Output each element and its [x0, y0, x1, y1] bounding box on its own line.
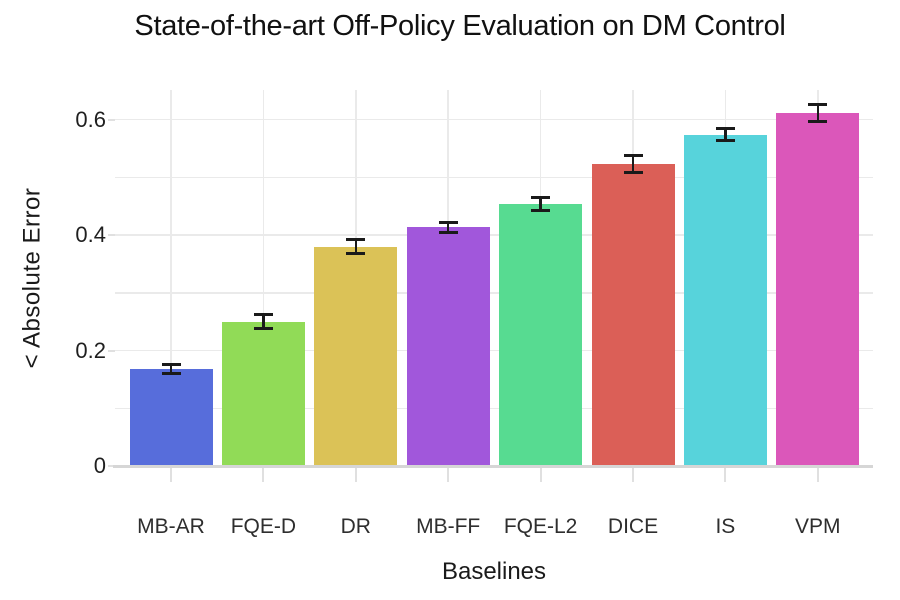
error-bar-cap-top-VPM: [808, 102, 828, 106]
x-tick: [724, 468, 727, 482]
y-tick: [108, 118, 115, 121]
error-bar-cap-top-MB-AR: [161, 362, 181, 366]
x-tick: [632, 468, 634, 482]
x-tick: [816, 468, 819, 482]
x-tick: [262, 468, 265, 482]
h-gridline: [115, 407, 873, 409]
error-bar-cap-top-DR: [346, 238, 366, 242]
error-bar-MB-AR: [169, 364, 173, 374]
error-bar-FQE-D: [262, 314, 265, 329]
x-tick: [354, 468, 357, 482]
x-tick-label-MB-AR: MB-AR: [137, 515, 205, 538]
y-tick-label: 0.6: [75, 106, 106, 132]
y-tick: [108, 349, 115, 352]
error-bar-cap-bottom-DICE: [623, 170, 643, 174]
x-tick-label-VPM: VPM: [795, 515, 841, 538]
x-tick-label-FQE-D: FQE-D: [230, 515, 297, 538]
bar-FQE-D: [221, 321, 305, 466]
bar-FQE-L2: [499, 203, 583, 466]
x-tick: [447, 468, 450, 482]
error-bar-cap-bottom-VPM: [808, 120, 828, 124]
x-tick-label-DR: DR: [340, 515, 371, 538]
error-bar-cap-bottom-FQE-D: [253, 327, 273, 331]
bar-MB-FF: [406, 227, 490, 466]
x-tick-label-IS: IS: [715, 515, 736, 538]
bar-VPM: [776, 113, 860, 466]
h-gridline: [115, 349, 873, 352]
y-tick: [108, 234, 115, 236]
bar-MB-AR: [129, 368, 213, 466]
error-bar-cap-top-FQE-L2: [531, 195, 551, 199]
error-bar-DICE: [631, 155, 635, 173]
x-axis-line: [113, 465, 873, 468]
error-bar-cap-top-MB-FF: [438, 220, 458, 224]
error-bar-VPM: [816, 104, 820, 122]
x-tick: [170, 468, 172, 482]
error-bar-DR: [354, 239, 358, 254]
h-gridline: [115, 292, 873, 294]
error-bar-cap-bottom-MB-AR: [161, 372, 181, 376]
error-bar-cap-top-FQE-D: [253, 313, 273, 317]
error-bar-MB-FF: [446, 222, 450, 233]
x-tick-label-DICE: DICE: [607, 515, 659, 538]
error-bar-cap-bottom-MB-FF: [438, 231, 458, 235]
error-bar-IS: [724, 128, 727, 141]
h-gridline: [115, 118, 873, 121]
chart-title: State-of-the-art Off-Policy Evaluation o…: [134, 10, 786, 42]
y-tick-label: 0: [93, 453, 106, 478]
error-bar-cap-bottom-FQE-L2: [531, 208, 551, 212]
bar-DICE: [591, 163, 675, 466]
v-gridline: [170, 90, 172, 466]
y-tick-label: 0.4: [75, 222, 106, 247]
bar-IS: [683, 134, 767, 466]
error-bar-cap-top-IS: [715, 126, 735, 130]
bar-DR: [314, 246, 398, 466]
error-bar-FQE-L2: [539, 197, 542, 211]
x-axis-label: Baselines: [441, 558, 547, 585]
error-bar-cap-bottom-IS: [715, 139, 735, 143]
x-tick: [539, 468, 542, 482]
error-bar-cap-bottom-DR: [346, 251, 366, 255]
x-tick-label-MB-FF: MB-FF: [416, 515, 481, 538]
h-gridline: [115, 234, 873, 236]
y-tick: [108, 465, 115, 467]
error-bar-cap-top-DICE: [623, 154, 643, 158]
h-gridline: [115, 176, 873, 178]
y-tick-label: 0.2: [75, 337, 106, 363]
x-tick-label-FQE-L2: FQE-L2: [503, 515, 578, 538]
v-gridline: [262, 90, 265, 466]
